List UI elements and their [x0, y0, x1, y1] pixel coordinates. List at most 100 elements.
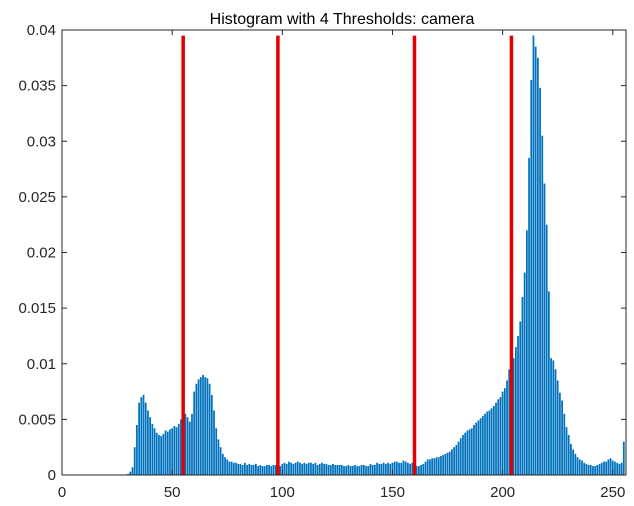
- x-tick-label: 0: [58, 484, 66, 501]
- histogram-bar: [525, 230, 528, 475]
- histogram-bar: [609, 458, 612, 475]
- histogram-bar: [153, 428, 156, 475]
- histogram-bar: [270, 466, 273, 475]
- histogram-bar: [173, 426, 176, 475]
- y-tick-label: 0.01: [27, 356, 56, 373]
- histogram-bar: [338, 464, 341, 475]
- histogram-bar: [519, 321, 522, 475]
- histogram-bar: [517, 335, 519, 475]
- histogram-bar: [279, 466, 281, 475]
- histogram-bar: [340, 464, 343, 475]
- histogram-bar: [288, 461, 290, 475]
- histogram-bar: [367, 466, 370, 475]
- histogram-bar: [296, 461, 299, 475]
- histogram-bar: [164, 430, 167, 475]
- histogram-bar: [169, 429, 171, 475]
- histogram-bar: [570, 443, 572, 475]
- histogram-bar: [237, 463, 240, 476]
- histogram-bar: [310, 462, 312, 475]
- histogram-bar: [561, 400, 563, 475]
- histogram-bar: [329, 464, 332, 475]
- histogram-bar: [314, 462, 317, 475]
- histogram-bar: [376, 462, 378, 475]
- histogram-bar: [243, 462, 246, 475]
- histogram-bar: [382, 462, 385, 475]
- histogram-bar: [563, 413, 566, 475]
- histogram-bar: [208, 383, 211, 475]
- histogram-bar: [248, 463, 251, 476]
- y-tick-label: 0.035: [18, 78, 56, 95]
- histogram-bar: [532, 35, 535, 476]
- histogram-bar: [479, 418, 482, 475]
- histogram-bar: [495, 402, 497, 475]
- histogram-bar: [281, 463, 284, 476]
- histogram-bar: [477, 420, 480, 475]
- histogram-bar: [160, 436, 163, 475]
- histogram-bar: [475, 422, 478, 475]
- histogram-bar: [440, 456, 442, 475]
- histogram-bar: [389, 463, 392, 476]
- histogram-bar: [318, 463, 321, 476]
- histogram-bar: [147, 410, 149, 475]
- histogram-bar: [210, 394, 213, 475]
- histogram-bar: [543, 183, 546, 475]
- x-axis-ticks: 0 50 100 150 200 250: [58, 30, 625, 501]
- histogram-bar: [127, 473, 129, 475]
- histogram-bar: [144, 402, 147, 475]
- histogram-bar: [407, 462, 409, 475]
- histogram-bar: [556, 380, 559, 475]
- histogram-bar: [618, 463, 621, 476]
- histogram-bar: [142, 394, 145, 475]
- histogram-bar: [204, 377, 207, 475]
- histogram-bar: [521, 297, 524, 475]
- histogram-bar: [506, 380, 508, 475]
- histogram-bar: [387, 462, 389, 475]
- histogram-bar: [232, 462, 235, 475]
- histogram-bar: [235, 462, 237, 475]
- histogram-bar: [589, 464, 592, 475]
- histogram-bar: [155, 432, 158, 475]
- histogram-bar: [365, 466, 367, 475]
- histogram-bar: [594, 466, 597, 475]
- histogram-bar: [274, 464, 277, 475]
- histogram-bar: [180, 419, 182, 476]
- histogram-bar: [191, 413, 193, 475]
- histogram-bar: [481, 416, 484, 475]
- histogram-bars: [127, 35, 625, 476]
- histogram-bar: [466, 430, 469, 475]
- histogram-bar: [241, 464, 244, 475]
- histogram-bar: [514, 347, 517, 475]
- histogram-bar: [400, 462, 403, 475]
- histogram-bar: [431, 458, 433, 475]
- histogram-bar: [215, 428, 218, 475]
- histogram-bar: [398, 462, 400, 475]
- histogram-bar: [404, 461, 407, 475]
- histogram-bar: [217, 439, 220, 475]
- histogram-bar: [451, 449, 453, 475]
- y-tick-label: 0.04: [27, 22, 56, 39]
- histogram-bar: [433, 458, 436, 475]
- histogram-bar: [133, 447, 136, 475]
- histogram-bar: [316, 464, 319, 475]
- histogram-bar: [554, 369, 557, 475]
- histogram-bar: [464, 432, 467, 475]
- histogram-bar: [420, 464, 422, 475]
- histogram-bar: [585, 463, 588, 476]
- histogram-bar: [136, 424, 138, 475]
- histogram-bar: [583, 462, 586, 475]
- histogram-bar: [138, 402, 140, 475]
- histogram-bar: [158, 434, 160, 475]
- histogram-bar: [206, 378, 209, 475]
- histogram-bar: [468, 429, 471, 475]
- histogram-bar: [224, 457, 226, 475]
- histogram-bar: [356, 466, 359, 475]
- y-axis-ticks: 0 0.005 0.01 0.015 0.02 0.025 0.03 0.035 0.04: [18, 22, 626, 484]
- histogram-bar: [193, 391, 196, 475]
- histogram-bar: [422, 463, 425, 476]
- histogram-bar: [213, 410, 215, 475]
- histogram-bar: [545, 224, 548, 475]
- histogram-bar: [292, 463, 295, 476]
- histogram-bar: [259, 464, 262, 475]
- histogram-bar: [418, 466, 420, 475]
